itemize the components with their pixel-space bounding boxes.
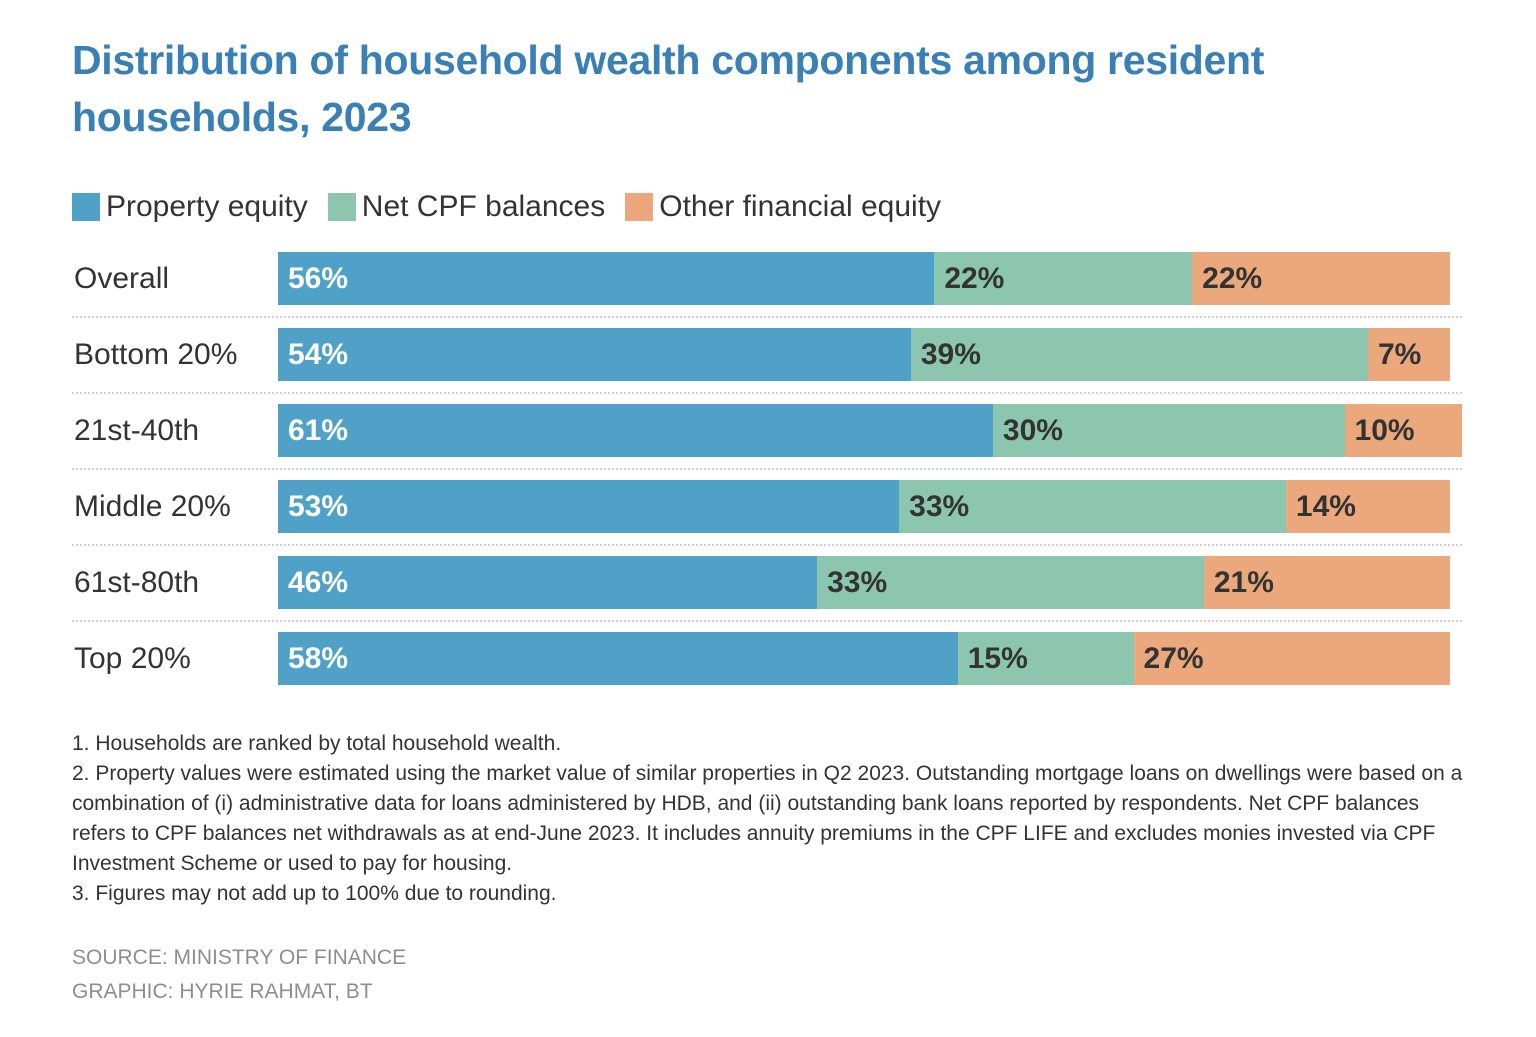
data-label-net-cpf: 22% xyxy=(944,262,1005,295)
data-label-net-cpf: 39% xyxy=(920,338,981,371)
data-label-property-equity: 53% xyxy=(288,490,349,523)
bar-net-cpf xyxy=(934,252,1193,305)
legend-item-other-financial: Other financial equity xyxy=(625,190,941,224)
data-label-property-equity: 54% xyxy=(288,338,349,371)
category-label: 61st-80th xyxy=(74,566,200,599)
row-divider xyxy=(72,316,1462,318)
row-divider xyxy=(72,620,1462,622)
category-label: 21st-40th xyxy=(74,414,200,447)
bar-property-equity xyxy=(278,252,935,305)
legend: Property equity Net CPF balances Other f… xyxy=(72,190,961,224)
bar-net-cpf xyxy=(899,480,1286,533)
data-label-net-cpf: 33% xyxy=(827,566,888,599)
row-divider xyxy=(72,544,1462,546)
footnote-1: 1. Households are ranked by total househ… xyxy=(72,732,562,755)
data-label-property-equity: 61% xyxy=(288,414,349,447)
data-label-other-financial: 10% xyxy=(1354,414,1415,447)
bar-other-financial xyxy=(1203,556,1450,609)
data-label-property-equity: 46% xyxy=(288,566,349,599)
data-label-property-equity: 56% xyxy=(288,262,349,295)
data-label-net-cpf: 15% xyxy=(967,642,1028,675)
graphic-credit: GRAPHIC: HYRIE RAHMAT, BT xyxy=(72,980,373,1003)
source-credit: SOURCE: MINISTRY OF FINANCE xyxy=(72,946,407,969)
footnote-2: 2. Property values were estimated using … xyxy=(72,762,1463,875)
legend-item-property-equity: Property equity xyxy=(72,190,308,224)
category-label: Middle 20% xyxy=(74,490,231,523)
row-divider xyxy=(72,468,1462,470)
bar-property-equity xyxy=(278,328,911,381)
category-label: Top 20% xyxy=(74,642,191,675)
legend-label: Property equity xyxy=(106,190,308,223)
legend-item-net-cpf: Net CPF balances xyxy=(327,190,606,224)
bar-other-financial xyxy=(1367,328,1450,381)
footnotes: 1. Households are ranked by total househ… xyxy=(72,729,1472,909)
bar-net-cpf xyxy=(957,632,1134,685)
data-label-other-financial: 14% xyxy=(1295,490,1356,523)
category-label: Overall xyxy=(74,262,170,295)
bar-net-cpf xyxy=(910,328,1368,381)
data-label-other-financial: 27% xyxy=(1143,642,1204,675)
bar-other-financial xyxy=(1133,632,1450,685)
bar-property-equity xyxy=(278,632,958,685)
data-label-other-financial: 21% xyxy=(1213,566,1274,599)
bar-net-cpf xyxy=(817,556,1204,609)
bar-other-financial xyxy=(1344,404,1462,457)
bar-property-equity xyxy=(278,404,993,457)
bar-net-cpf xyxy=(992,404,1345,457)
bar-property-equity xyxy=(278,556,818,609)
legend-swatch-net-cpf xyxy=(327,193,356,221)
data-label-other-financial: 7% xyxy=(1377,338,1422,371)
bar-other-financial xyxy=(1285,480,1450,533)
legend-label: Other financial equity xyxy=(659,190,942,223)
chart-title: Distribution of household wealth compone… xyxy=(72,37,1265,140)
bar-other-financial xyxy=(1192,252,1450,305)
legend-label: Net CPF balances xyxy=(361,190,606,223)
data-label-other-financial: 22% xyxy=(1202,262,1263,295)
data-label-net-cpf: 33% xyxy=(909,490,970,523)
data-label-net-cpf: 30% xyxy=(1002,414,1063,447)
category-label: Bottom 20% xyxy=(74,338,238,371)
legend-swatch-property-equity xyxy=(72,193,100,221)
footnote-3: 3. Figures may not add up to 100% due to… xyxy=(72,882,557,905)
legend-swatch-other-financial xyxy=(625,193,654,221)
data-label-property-equity: 58% xyxy=(288,642,349,675)
bar-property-equity xyxy=(278,480,900,533)
row-divider xyxy=(72,392,1462,394)
